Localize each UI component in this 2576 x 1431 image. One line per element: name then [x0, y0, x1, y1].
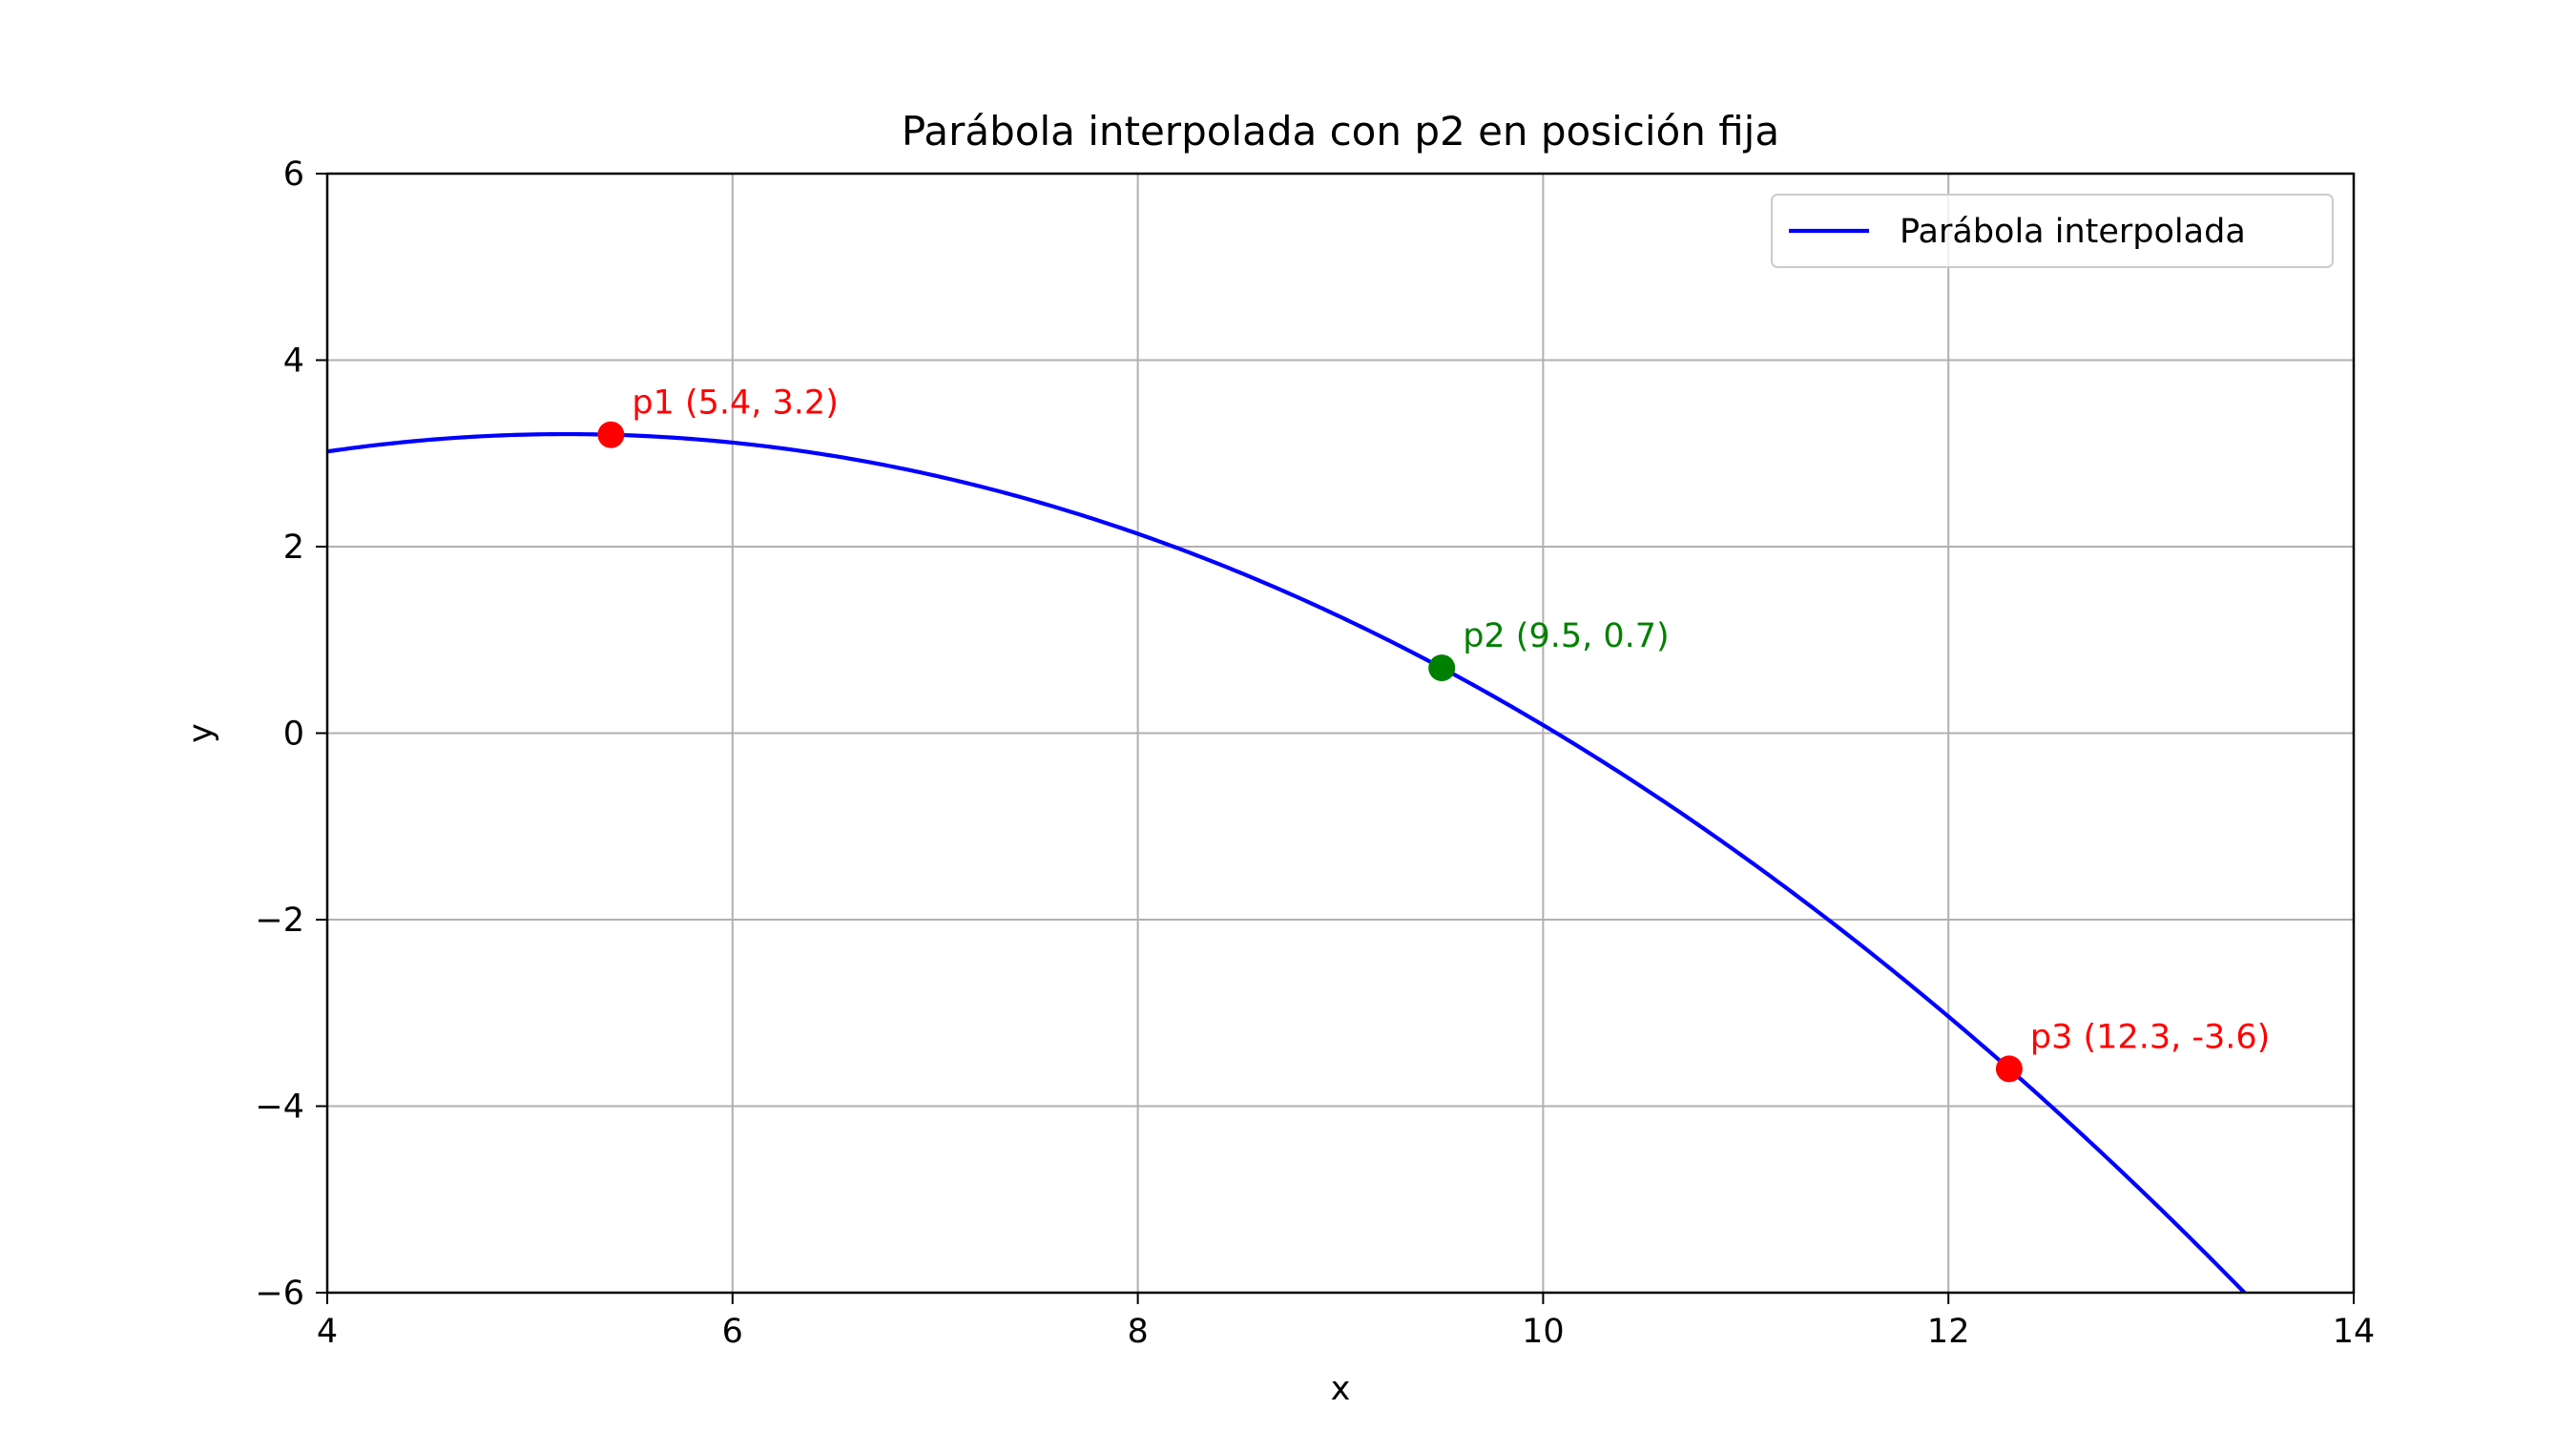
point-label-p3: p3 (12.3, -3.6) — [2030, 1018, 2270, 1056]
x-tick-label-2: 8 — [1127, 1313, 1148, 1351]
y-tick-label-0: −6 — [255, 1275, 304, 1313]
chart-title: Parábola interpolada con p2 en posición … — [902, 108, 1779, 155]
y-tick-label-1: −4 — [255, 1089, 304, 1127]
y-axis-label: y — [182, 723, 220, 743]
x-tick-label-4: 12 — [1927, 1313, 1970, 1351]
points-layer: p1 (5.4, 3.2) p2 (9.5, 0.7) p3 (12.3, -3.6… — [597, 384, 2270, 1083]
point-label-p2: p2 (9.5, 0.7) — [1463, 617, 1670, 655]
legend-label-0: Parábola interpolada — [1900, 213, 2246, 251]
x-tick-label-1: 6 — [722, 1313, 743, 1351]
point-p3 — [1995, 1055, 2023, 1083]
ticks-layer: 4 6 8 10 12 14 −6 −4 −2 0 2 4 6 — [255, 156, 2375, 1351]
y-tick-label-6: 6 — [283, 156, 304, 194]
x-tick-label-5: 14 — [2333, 1313, 2376, 1351]
y-tick-label-3: 0 — [283, 716, 304, 754]
x-axis-label: x — [1331, 1370, 1351, 1408]
point-p1 — [597, 421, 625, 448]
x-tick-label-3: 10 — [1522, 1313, 1565, 1351]
y-tick-label-4: 2 — [283, 529, 304, 567]
point-label-p1: p1 (5.4, 3.2) — [632, 384, 839, 423]
legend-box — [1771, 194, 2334, 268]
y-tick-label-5: 4 — [283, 342, 304, 381]
legend: Parábola interpolada — [1771, 194, 2334, 268]
point-p2 — [1428, 654, 1456, 682]
x-tick-label-0: 4 — [317, 1313, 338, 1351]
y-tick-label-2: −2 — [255, 902, 304, 940]
